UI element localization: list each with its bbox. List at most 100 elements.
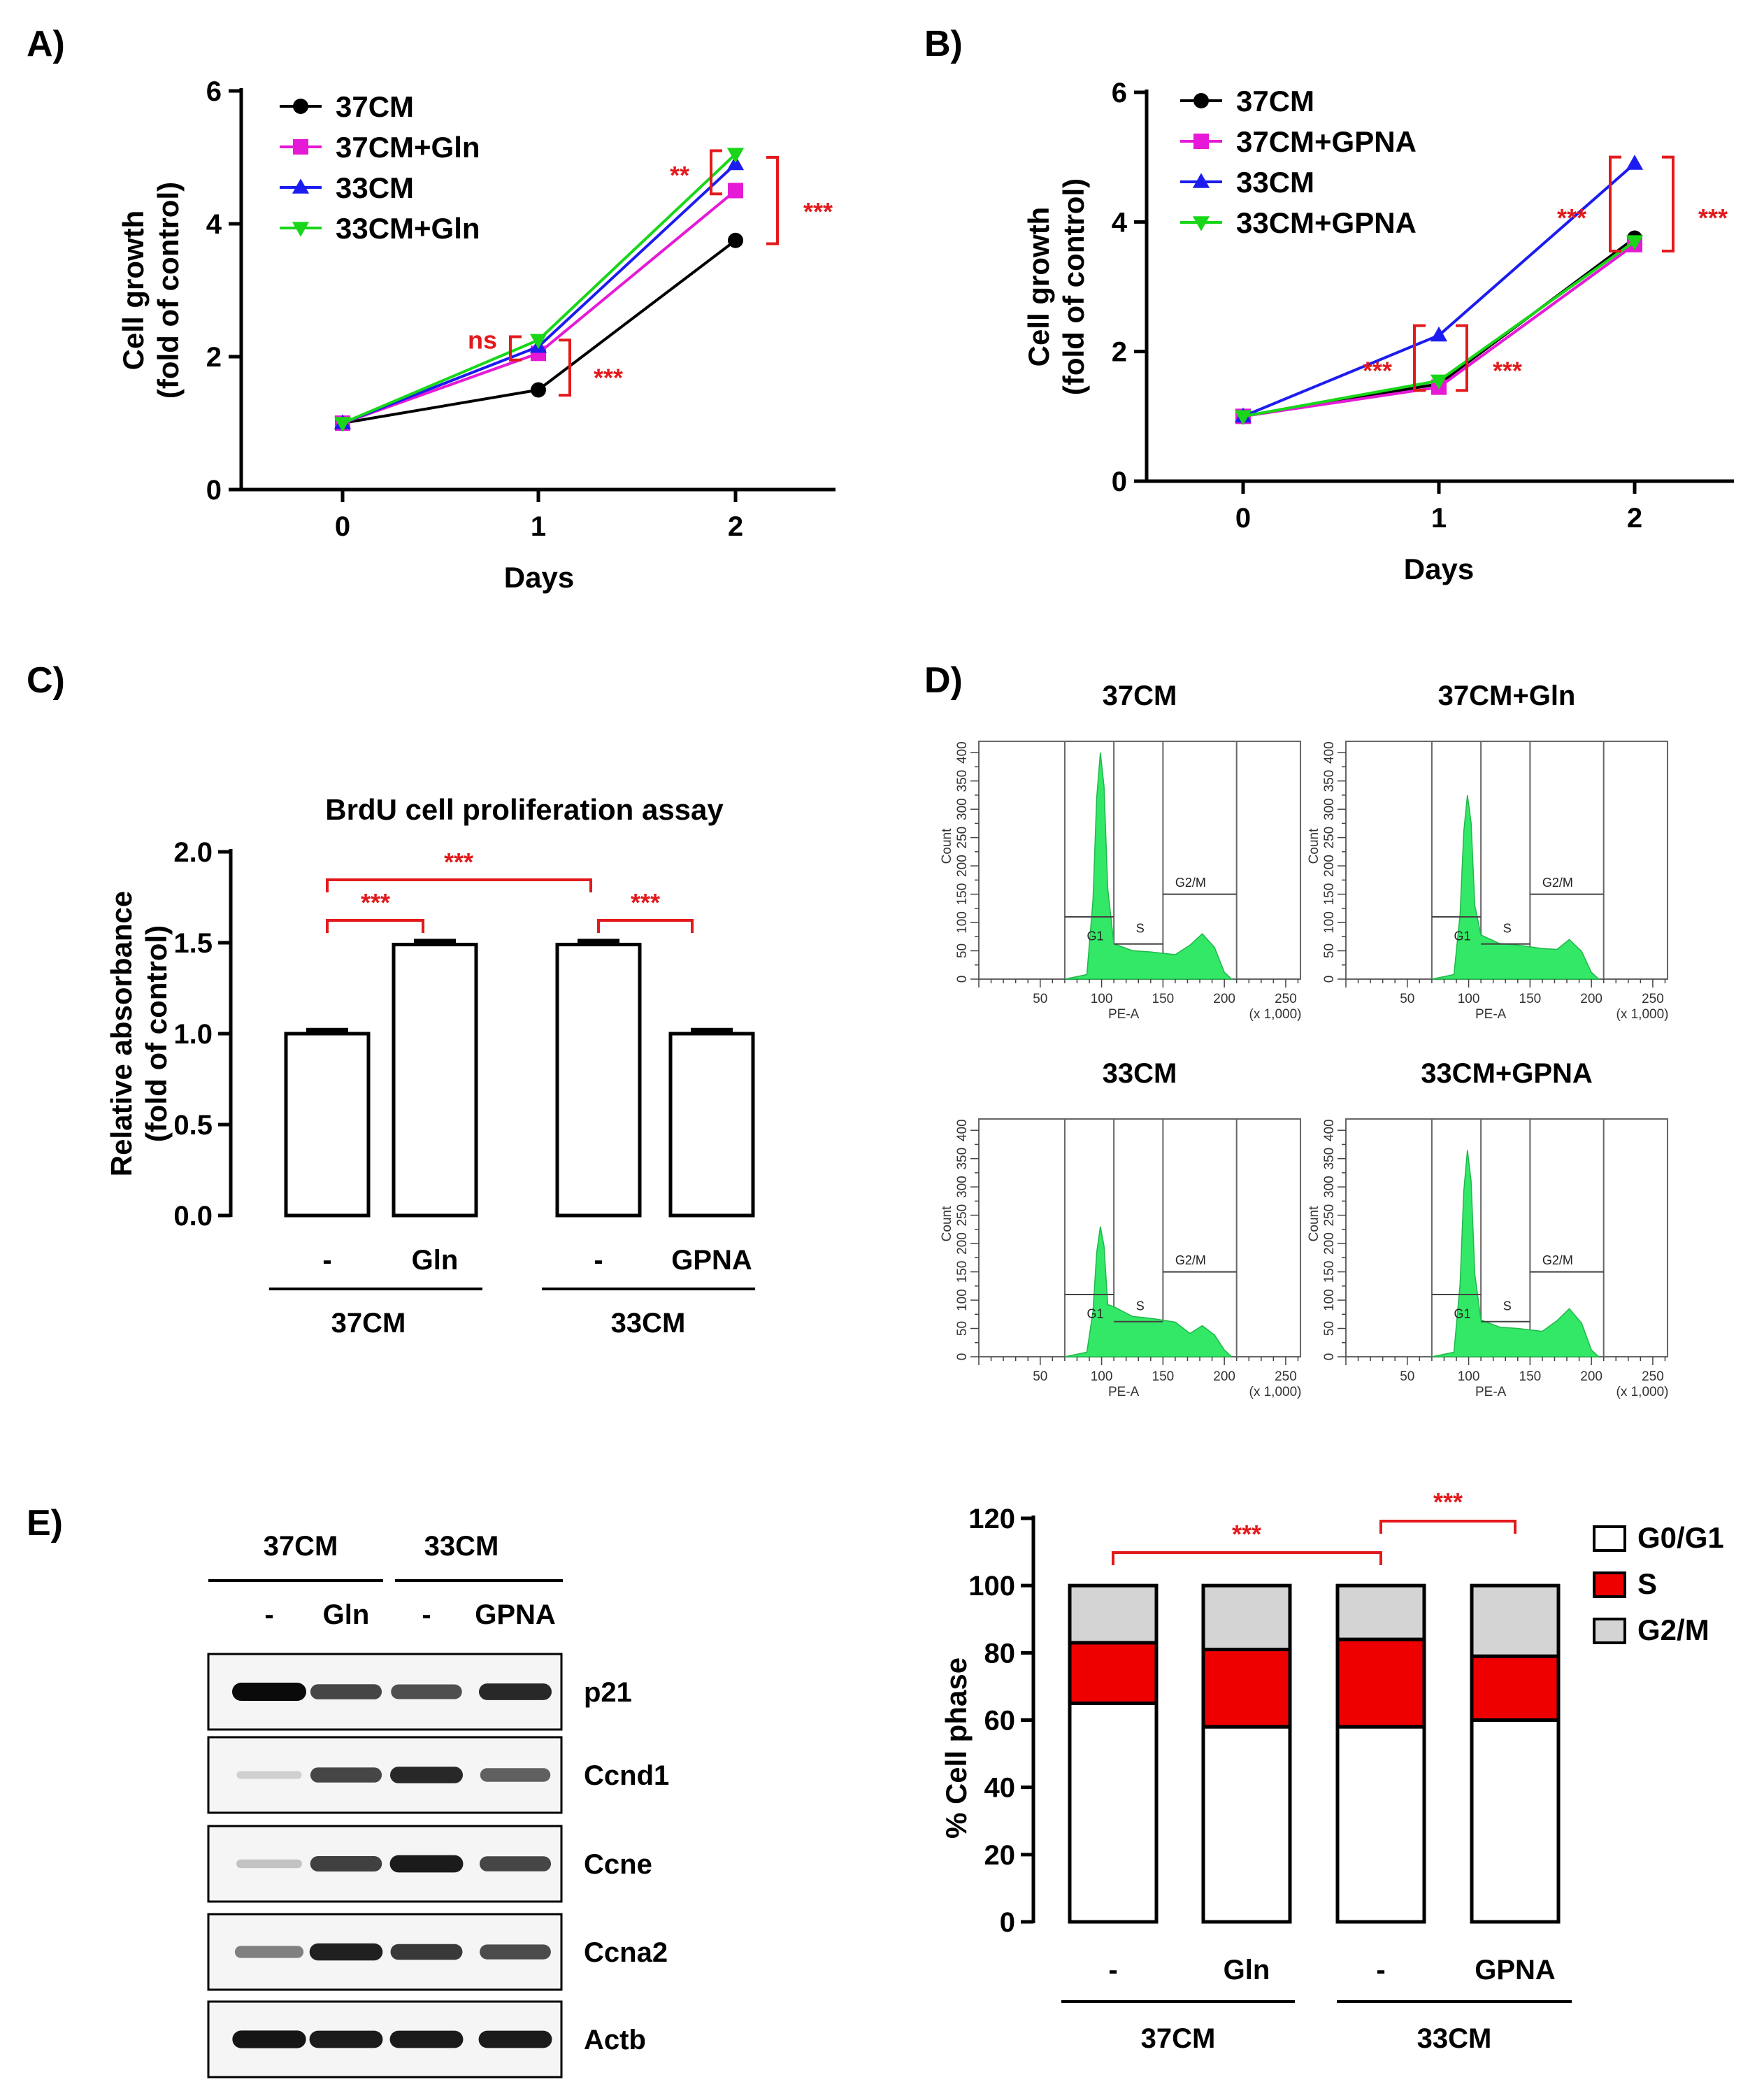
a-y-tick-label: 6	[206, 76, 222, 107]
a-legend-label: 37CM+Gln	[336, 131, 480, 164]
e-blot-protein-label: p21	[584, 1677, 632, 1708]
e-blot-strip: Ccnd1	[207, 1736, 669, 1814]
a-y-axis-title-line: (fold of control)	[152, 182, 185, 399]
e-y-tick-label: 20	[984, 1840, 1016, 1871]
e-group-label: 33CM	[1417, 2023, 1492, 2054]
d-x-tick-label: 100	[1091, 992, 1113, 1006]
d-x-tick-label: 250	[1275, 992, 1297, 1006]
d-plot-title: 33CM+GPNA	[1421, 1058, 1593, 1089]
d-x-tick-label: 150	[1152, 1369, 1175, 1384]
d-y-tick-label: 350	[1322, 770, 1337, 792]
panel-label-a: A)	[27, 24, 65, 64]
d-gate-label-s: S	[1136, 921, 1145, 935]
d-y-tick-label: 0	[955, 1353, 970, 1361]
d-histogram-area	[1064, 753, 1233, 980]
c-category-label: -	[322, 1245, 331, 1276]
b-legend-marker	[1192, 216, 1210, 231]
b-data-point	[1626, 155, 1644, 170]
d-histogram-area	[1064, 1226, 1233, 1357]
c-y-axis-title: Relative absorbance(fold of control)	[105, 891, 173, 1177]
b-bracket-day1-left	[1413, 324, 1426, 392]
d-y-tick-label: 50	[955, 1321, 970, 1336]
d-y-tick-label: 300	[955, 798, 970, 820]
a-y-axis-title: Cell growth(fold of control)	[117, 182, 185, 399]
d-gate-label-g2m: G2/M	[1175, 1253, 1206, 1267]
d-y-tick-label: 200	[955, 855, 970, 877]
e-blot-band	[479, 1856, 552, 1871]
d-y-tick-label: 350	[1322, 1148, 1337, 1170]
c-y-tick-label: 1.0	[173, 1019, 213, 1050]
a-legend-label: 37CM	[336, 90, 414, 123]
a-bracket-day2-outer	[766, 156, 779, 245]
c-y-axis-title-line: Relative absorbance	[105, 891, 138, 1177]
e-category-label: GPNA	[1475, 1955, 1556, 1985]
line-chart-a: 0 2 4 6 0 1 2 Days Cell growth(fold of control) 3…	[117, 76, 836, 594]
d-gate-label-g1: G1	[1454, 1306, 1471, 1320]
b-data-point	[1234, 410, 1252, 425]
b-y-axis-title-line: (fold of control)	[1057, 178, 1090, 395]
d-y-tick-label: 150	[955, 883, 970, 906]
c-bar	[392, 943, 478, 1218]
a-data-point	[529, 334, 547, 349]
a-sig-day1: ***	[594, 363, 623, 392]
a-x-axis-title: Days	[504, 561, 574, 594]
e-stacked-segment	[1335, 1583, 1426, 1641]
d-histogram: 33CM G1 S G2/M 50 100 150 200 250 0 50 100 150 200 250…	[940, 1058, 1301, 1399]
e-stacked-segment	[1201, 1725, 1292, 1924]
d-y-tick-label: 250	[1322, 827, 1337, 849]
d-x-unit: (x 1,000)	[1249, 1007, 1302, 1022]
a-bracket-ns	[509, 335, 522, 362]
b-y-tick-label: 0	[1112, 466, 1127, 497]
c-bracket-right	[597, 919, 694, 933]
d-x-unit: (x 1,000)	[1616, 1385, 1669, 1399]
c-bar	[284, 1032, 371, 1218]
e-blot-band	[390, 1944, 463, 1960]
a-data-point	[726, 148, 745, 163]
e-blot-lane-label: Gln	[323, 1599, 370, 1630]
a-y-tick-label: 2	[206, 342, 222, 373]
d-histogram-area	[1431, 794, 1600, 980]
e-category-label: -	[1108, 1955, 1117, 1985]
e-stacked-segment	[1470, 1718, 1561, 1924]
b-sig-day1-left: ***	[1363, 357, 1392, 385]
e-legend-label: G0/G1	[1637, 1521, 1724, 1554]
e-blot-band	[478, 2030, 552, 2048]
a-data-point	[728, 232, 743, 248]
d-y-tick-label: 200	[1322, 855, 1337, 877]
e-category-label: -	[1376, 1955, 1385, 1985]
flow-histograms-d: 37CM G1 S G2/M 50 100 150 200 250 0 50 100 150 200 250…	[940, 680, 1668, 1399]
e-blot-band	[389, 1767, 464, 1783]
e-blot-protein-label: Ccnd1	[584, 1760, 669, 1791]
a-data-point	[334, 417, 352, 432]
e-y-tick-label: 120	[968, 1504, 1015, 1534]
a-x-tick-label: 1	[531, 511, 546, 542]
c-y-tick-label: 0.0	[173, 1201, 213, 1232]
b-bracket-day2-right	[1662, 155, 1675, 253]
e-blot-strip: p21	[207, 1653, 632, 1731]
e-legend-label: G2/M	[1637, 1613, 1709, 1646]
e-blot-band	[389, 2030, 464, 2048]
c-y-axis-title-line: (fold of control)	[140, 925, 173, 1142]
e-stacked-segment	[1201, 1648, 1292, 1729]
e-blot-band	[310, 1856, 382, 1871]
d-y-tick-label: 250	[1322, 1204, 1337, 1227]
a-bracket-day1	[559, 338, 571, 397]
western-blot-e: 37CM 33CM - Gln - GPNA p21 Ccnd1 Ccne Ccna2 Actb	[207, 1531, 669, 2079]
c-bracket-left	[326, 919, 424, 933]
e-blot-lane-label: GPNA	[475, 1599, 556, 1630]
d-y-tick-label: 200	[955, 1232, 970, 1255]
c-y-tick-label: 0.5	[173, 1110, 213, 1141]
b-y-tick-label: 2	[1112, 337, 1127, 368]
a-bracket-day2-inner	[710, 149, 722, 196]
e-legend-swatch	[1593, 1525, 1626, 1552]
d-gate-label-g2m: G2/M	[1542, 876, 1573, 890]
d-gate-label-s: S	[1136, 1299, 1145, 1313]
d-y-tick-label: 250	[955, 827, 970, 849]
d-y-axis-title: Count	[1307, 828, 1321, 864]
d-y-tick-label: 100	[1322, 911, 1337, 934]
a-y-tick-label: 0	[206, 475, 222, 506]
d-x-unit: (x 1,000)	[1249, 1385, 1302, 1399]
d-gate-label-g2m: G2/M	[1175, 876, 1206, 890]
a-sig-ns: ns	[468, 325, 497, 354]
e-legend-swatch	[1593, 1618, 1626, 1644]
